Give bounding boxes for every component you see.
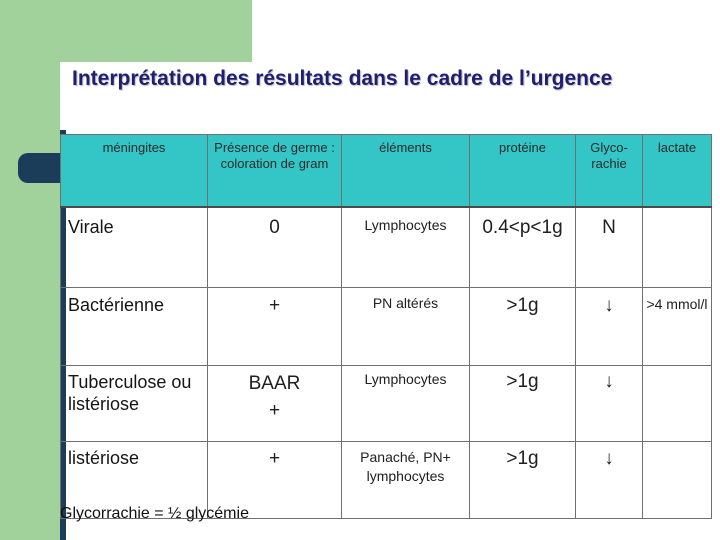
- table-row: listériose + Panaché, PN+ lymphocytes >1…: [60, 441, 712, 519]
- table-header-row: méningites Présence de germe : coloratio…: [60, 134, 712, 208]
- cell-germe: 0: [207, 206, 342, 288]
- cell-elements-value: Panaché, PN+ lymphocytes: [360, 449, 451, 484]
- cell-proteine: >1g: [469, 287, 576, 366]
- cell-glyco-value: ↓: [604, 448, 614, 469]
- title-area: [60, 62, 720, 132]
- cell-glyco-value: ↓: [604, 371, 614, 392]
- row-label: listériose: [60, 441, 208, 519]
- cell-elements-value: PN altérés: [372, 295, 439, 311]
- cell-proteine-value: >1g: [506, 371, 539, 392]
- cell-lactate: >4 mmol/l: [642, 287, 712, 366]
- table-row: Virale 0 Lymphocytes 0.4<p<1g N: [60, 206, 712, 288]
- cell-germe-value: BAAR +: [248, 373, 301, 421]
- cell-glyco: ↓: [575, 365, 643, 442]
- header-meningites: méningites: [60, 134, 208, 208]
- slide-title: Interprétation des résultats dans le cad…: [72, 67, 613, 90]
- cell-glyco: ↓: [575, 441, 643, 519]
- cell-glyco: N: [575, 206, 643, 288]
- header-proteine: protéine: [469, 134, 576, 208]
- cell-germe: +: [207, 287, 342, 366]
- cell-germe: +: [207, 441, 342, 519]
- cell-elements: Lymphocytes: [341, 206, 470, 288]
- cell-lactate: [642, 206, 712, 288]
- cell-lactate-value: >4 mmol/l: [646, 296, 708, 312]
- cell-lactate: [642, 441, 712, 519]
- cell-proteine: >1g: [469, 441, 576, 519]
- header-germe: Présence de germe : coloration de gram: [207, 134, 342, 208]
- header-elements: éléments: [341, 134, 470, 208]
- table-row: Tuberculose ou listériose BAAR + Lymphoc…: [60, 365, 712, 442]
- top-green-block: [60, 0, 252, 62]
- decorative-tab: [18, 153, 66, 183]
- cell-germe-value: 0: [269, 217, 280, 238]
- cell-glyco: ↓: [575, 287, 643, 366]
- cell-germe: BAAR +: [207, 365, 342, 442]
- header-lactate: lactate: [642, 134, 712, 208]
- cell-germe-value: +: [268, 295, 281, 316]
- cell-proteine: >1g: [469, 365, 576, 442]
- footnote: Glycorrachie = ½ glycémie: [60, 505, 249, 522]
- cell-germe-value: +: [268, 448, 281, 469]
- table-row: Bactérienne + PN altérés >1g ↓ >4 mmol/l: [60, 287, 712, 366]
- cell-elements-value: Lymphocytes: [364, 217, 447, 233]
- row-label: Tuberculose ou listériose: [60, 365, 208, 442]
- cell-proteine-value: 0.4<p<1g: [482, 217, 563, 238]
- cell-elements-value: Lymphocytes: [364, 371, 447, 387]
- cell-elements: PN altérés: [341, 287, 470, 366]
- cell-glyco-value: ↓: [604, 295, 614, 316]
- row-label: Virale: [60, 206, 208, 288]
- cell-lactate: [642, 365, 712, 442]
- cell-proteine: 0.4<p<1g: [469, 206, 576, 288]
- cell-glyco-value: N: [602, 217, 616, 238]
- left-green-band: [0, 0, 60, 540]
- cell-proteine-value: >1g: [506, 448, 539, 469]
- cell-elements: Lymphocytes: [341, 365, 470, 442]
- cell-proteine-value: >1g: [506, 295, 539, 316]
- results-table: méningites Présence de germe : coloratio…: [60, 134, 712, 519]
- row-label: Bactérienne: [60, 287, 208, 366]
- header-glycorachie: Glyco- rachie: [575, 134, 643, 208]
- cell-elements: Panaché, PN+ lymphocytes: [341, 441, 470, 519]
